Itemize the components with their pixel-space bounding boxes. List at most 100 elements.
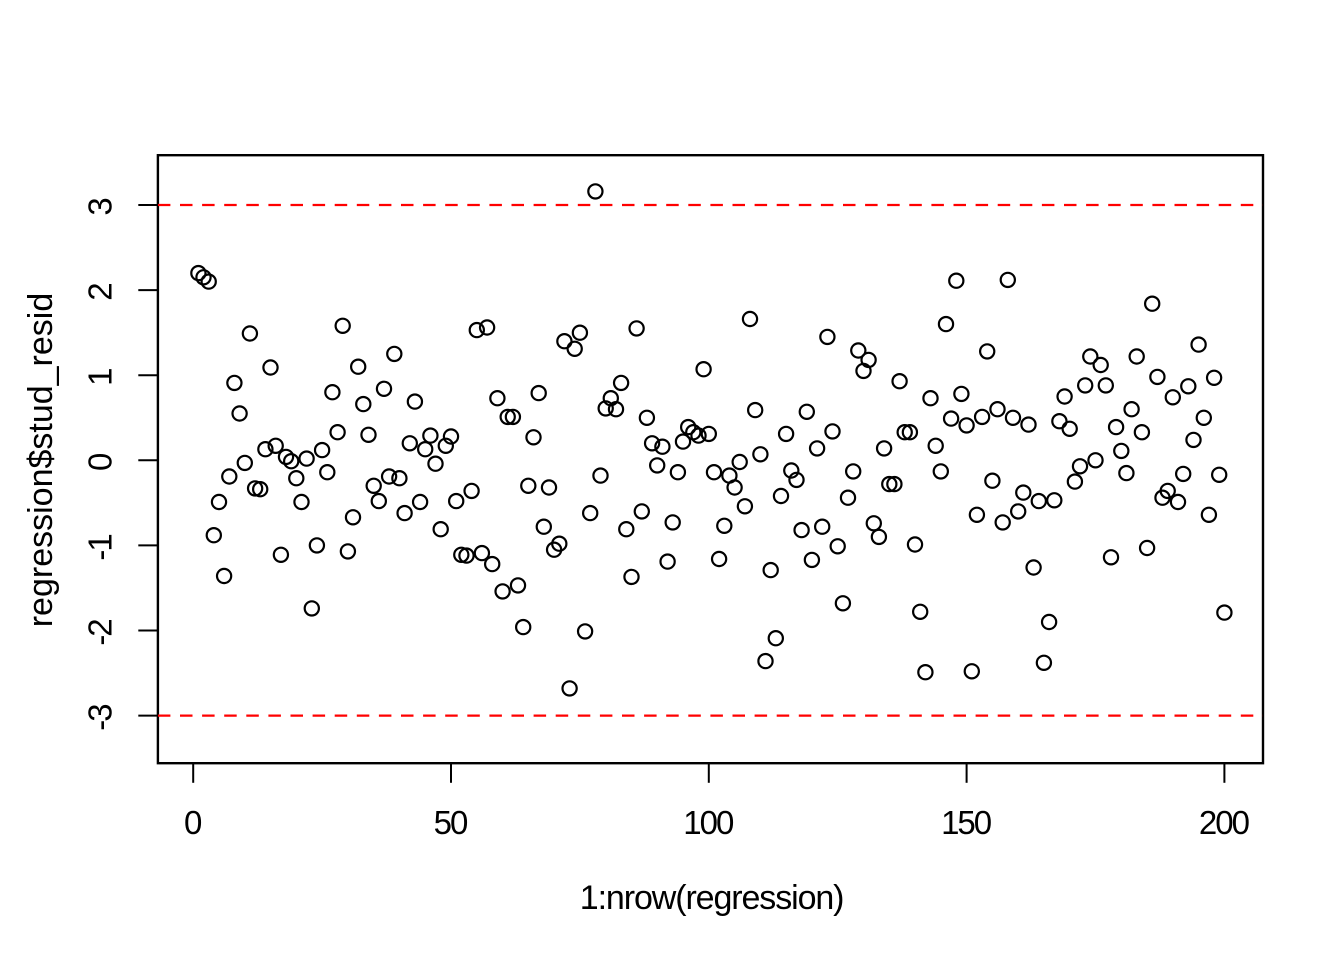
data-point bbox=[819, 328, 836, 346]
data-point bbox=[205, 527, 222, 544]
data-point bbox=[1107, 418, 1125, 436]
data-point bbox=[1195, 409, 1213, 426]
data-point bbox=[365, 477, 382, 494]
data-point bbox=[339, 543, 357, 560]
x-tick-label: 50 bbox=[434, 804, 468, 841]
data-point bbox=[391, 470, 408, 487]
data-point bbox=[1118, 464, 1135, 482]
data-point bbox=[468, 321, 485, 339]
data-point bbox=[592, 467, 609, 484]
data-point bbox=[747, 401, 764, 419]
data-point bbox=[556, 333, 573, 350]
data-point bbox=[252, 481, 269, 498]
data-point bbox=[473, 544, 491, 562]
y-axis: -3 -2 -1 0 1 2 3 bbox=[81, 199, 158, 731]
data-point bbox=[231, 405, 248, 422]
data-point bbox=[618, 521, 635, 538]
data-point bbox=[313, 441, 331, 459]
data-point bbox=[638, 409, 656, 426]
data-point bbox=[515, 618, 532, 636]
data-point bbox=[896, 424, 913, 441]
data-point bbox=[1066, 473, 1084, 490]
data-point bbox=[793, 521, 810, 539]
data-point bbox=[726, 479, 743, 496]
data-point bbox=[1061, 420, 1078, 437]
data-point bbox=[1040, 613, 1058, 631]
data-point bbox=[1015, 484, 1032, 501]
data-point bbox=[1138, 539, 1156, 557]
y-tick-label: -3 bbox=[81, 705, 118, 731]
data-point bbox=[1200, 506, 1218, 523]
data-point bbox=[1185, 431, 1202, 449]
x-tick-label: 100 bbox=[683, 804, 734, 841]
data-point bbox=[814, 518, 831, 535]
data-point bbox=[1210, 466, 1228, 483]
data-point bbox=[829, 538, 846, 555]
data-point bbox=[571, 324, 589, 341]
data-point bbox=[973, 408, 991, 426]
data-point bbox=[272, 546, 290, 564]
reference-lines bbox=[157, 203, 1263, 717]
data-point bbox=[654, 438, 671, 455]
data-point bbox=[344, 509, 362, 526]
y-tick-label: 3 bbox=[81, 199, 118, 216]
data-point bbox=[324, 384, 341, 401]
data-point bbox=[705, 464, 723, 481]
data-point bbox=[582, 504, 599, 522]
data-point bbox=[350, 358, 367, 375]
data-point bbox=[499, 408, 516, 426]
data-point bbox=[504, 408, 522, 426]
data-point bbox=[901, 424, 919, 441]
data-point bbox=[1082, 348, 1099, 365]
x-tick-label: 0 bbox=[184, 804, 202, 841]
data-point bbox=[1159, 482, 1176, 500]
data-point bbox=[484, 555, 501, 573]
data-point bbox=[1046, 492, 1063, 509]
data-point bbox=[1056, 388, 1073, 405]
data-point bbox=[355, 395, 372, 413]
data-point bbox=[442, 428, 460, 445]
data-point bbox=[623, 568, 640, 586]
data-point bbox=[958, 417, 975, 434]
data-point bbox=[612, 374, 630, 392]
data-point bbox=[277, 448, 295, 466]
plot-box bbox=[156, 153, 1265, 765]
x-tick-label: 150 bbox=[941, 804, 992, 841]
data-point bbox=[690, 427, 707, 444]
data-point bbox=[200, 273, 217, 290]
data-point bbox=[448, 492, 465, 510]
data-point bbox=[432, 521, 449, 538]
data-point bbox=[834, 595, 852, 612]
data-point bbox=[1102, 549, 1120, 566]
data-point bbox=[226, 374, 243, 392]
data-points bbox=[190, 183, 1233, 697]
data-point bbox=[262, 359, 279, 376]
data-point bbox=[700, 425, 718, 443]
data-point bbox=[236, 454, 253, 472]
data-point bbox=[386, 345, 403, 363]
data-point bbox=[680, 418, 697, 436]
data-point bbox=[948, 272, 965, 289]
data-point bbox=[411, 493, 429, 511]
data-point bbox=[375, 380, 393, 397]
data-point bbox=[803, 551, 821, 569]
data-point bbox=[845, 463, 862, 480]
data-point bbox=[1164, 389, 1182, 406]
data-point bbox=[674, 433, 692, 450]
data-point bbox=[752, 446, 769, 463]
x-axis: 0 50 100 150 200 bbox=[184, 763, 1252, 841]
data-point bbox=[875, 440, 893, 457]
data-point bbox=[303, 600, 320, 617]
data-point bbox=[1092, 356, 1109, 374]
data-point bbox=[293, 493, 310, 511]
data-point bbox=[298, 450, 315, 467]
data-point bbox=[710, 550, 728, 568]
data-point bbox=[257, 441, 274, 458]
data-point bbox=[1205, 369, 1223, 386]
data-point bbox=[210, 493, 228, 511]
x-axis-title: 1:nrow(regression) bbox=[580, 879, 844, 917]
data-point bbox=[906, 536, 924, 553]
data-point bbox=[1149, 368, 1166, 386]
data-point bbox=[1025, 559, 1042, 576]
